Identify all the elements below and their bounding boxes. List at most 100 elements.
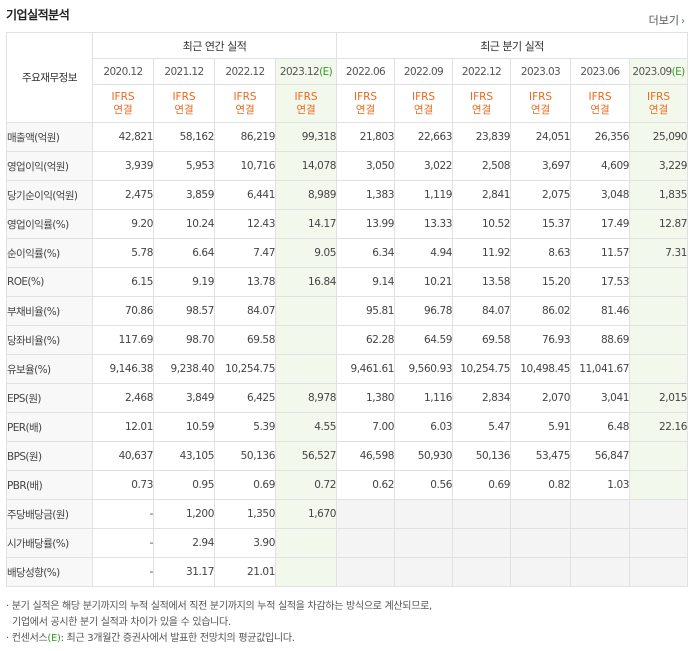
value-cell: 8.63: [510, 238, 572, 268]
ifrs-header: IFRS 연결: [452, 84, 512, 123]
empty-cell: [394, 499, 454, 529]
value-cell: 17.53: [570, 267, 631, 297]
empty-cell: [510, 557, 572, 587]
value-cell: 12.01: [92, 412, 154, 442]
value-cell: 98.57: [153, 296, 215, 326]
row-label: EPS(원): [6, 383, 93, 413]
table-row: 매출액(억원) 42,821 58,162 86,219 99,318 21,803 22,…: [6, 122, 689, 152]
value-cell: 9.05: [274, 238, 338, 268]
value-cell: 56,847: [570, 441, 631, 471]
value-cell: 1,350: [214, 499, 276, 529]
ifrs-header: IFRS 연결: [274, 84, 338, 123]
value-cell: 53,475: [510, 441, 572, 471]
value-cell: 6.64: [153, 238, 215, 268]
empty-cell: [452, 557, 512, 587]
value-cell: 40,637: [92, 441, 154, 471]
value-cell: 2,508: [452, 151, 512, 181]
ifrs-header: IFRS 연결: [336, 84, 396, 123]
value-cell: 3,849: [153, 383, 215, 413]
value-cell: 13.58: [452, 267, 512, 297]
value-cell: 2,468: [92, 383, 154, 413]
value-cell: -: [92, 528, 154, 558]
value-cell: 9.14: [336, 267, 396, 297]
footnotes: · 분기 실적은 해당 분기까지의 누적 실적에서 직전 분기까지의 누적 실적…: [6, 599, 432, 647]
value-cell: 0.69: [452, 470, 512, 500]
value-cell: 99,318: [274, 122, 338, 152]
value-cell: 69.58: [452, 325, 512, 355]
quarter-period-header: 2023.03: [510, 58, 572, 85]
empty-cell: [452, 499, 512, 529]
row-label: 부채비율(%): [6, 296, 93, 326]
value-cell: [629, 354, 689, 384]
value-cell: 22.16: [629, 412, 689, 442]
ifrs-header: IFRS 연결: [153, 84, 215, 123]
quarter-period-header: 2022.12: [452, 58, 512, 85]
value-cell: 10.59: [153, 412, 215, 442]
footnote-1-cont: 기업에서 공시한 분기 실적과 차이가 있을 수 있습니다.: [12, 617, 231, 628]
value-cell: 6.03: [394, 412, 454, 442]
table-row: 당기순이익(억원) 2,475 3,859 6,441 8,989 1,383 1,119 2…: [6, 180, 689, 210]
quarter-group-header: 최근 분기 실적: [336, 32, 689, 59]
row-label: 당기순이익(억원): [6, 180, 93, 210]
value-cell: 10,716: [214, 151, 276, 181]
value-cell: 50,136: [452, 441, 512, 471]
value-cell: 43,105: [153, 441, 215, 471]
row-label: 당좌비율(%): [6, 325, 93, 355]
table-row: 주당배당금(원) -1,200 1,350 1,670: [6, 499, 689, 529]
empty-cell: [394, 528, 454, 558]
value-cell: 10,254.75: [452, 354, 512, 384]
more-link[interactable]: 더보기 ›: [649, 12, 685, 28]
value-cell: 0.56: [394, 470, 454, 500]
value-cell: 6.34: [336, 238, 396, 268]
value-cell: 1,200: [153, 499, 215, 529]
empty-cell: [510, 499, 572, 529]
ifrs-header: IFRS 연결: [394, 84, 454, 123]
value-cell: 76.93: [510, 325, 572, 355]
annual-period-header: 2020.12: [92, 58, 154, 85]
value-cell: 84.07: [214, 296, 276, 326]
footnote-1: · 분기 실적은 해당 분기까지의 누적 실적에서 직전 분기까지의 누적 실적…: [6, 601, 432, 612]
table-row: 배당성향(%) -31.17 21.01: [6, 557, 689, 587]
value-cell: 0.72: [274, 470, 338, 500]
value-cell: 11,041.67: [570, 354, 631, 384]
value-cell: -: [92, 557, 154, 587]
value-cell: 13.99: [336, 209, 396, 239]
value-cell: 5.78: [92, 238, 154, 268]
empty-cell: [629, 499, 689, 529]
value-cell: 9.19: [153, 267, 215, 297]
value-cell: 3,050: [336, 151, 396, 181]
empty-cell: [510, 528, 572, 558]
value-cell: 6.48: [570, 412, 631, 442]
value-cell: [274, 354, 338, 384]
value-cell: 6,441: [214, 180, 276, 210]
value-cell: 58,162: [153, 122, 215, 152]
value-cell: 21.01: [214, 557, 276, 587]
value-cell: 10.24: [153, 209, 215, 239]
value-cell: 1.03: [570, 470, 631, 500]
value-cell: [274, 528, 338, 558]
value-cell: 7.31: [629, 238, 689, 268]
value-cell: 86,219: [214, 122, 276, 152]
value-cell: 5.91: [510, 412, 572, 442]
value-cell: 2,015: [629, 383, 689, 413]
value-cell: 8,989: [274, 180, 338, 210]
value-cell: 23,839: [452, 122, 512, 152]
value-cell: 3,022: [394, 151, 454, 181]
value-cell: 50,930: [394, 441, 454, 471]
value-cell: [629, 267, 689, 297]
empty-cell: [629, 528, 689, 558]
value-cell: 7.47: [214, 238, 276, 268]
annual-group-header: 최근 연간 실적: [91, 32, 338, 59]
section-title: 기업실적분석: [6, 8, 70, 22]
value-cell: -: [92, 499, 154, 529]
quarter-period-header: 2022.06: [336, 58, 396, 85]
value-cell: 88.69: [570, 325, 631, 355]
value-cell: 1,835: [629, 180, 689, 210]
value-cell: 42,821: [92, 122, 154, 152]
footnote-2: · 컨센서스(E): 최근 3개월간 증권사에서 발표한 전망치의 평균값입니다…: [6, 633, 295, 644]
table-row: 순이익률(%) 5.78 6.64 7.47 9.05 6.34 4.94 11.92 8.63…: [6, 238, 689, 268]
value-cell: 56,527: [274, 441, 338, 471]
quarter-period-header: 2022.09: [394, 58, 454, 85]
value-cell: 3,041: [570, 383, 631, 413]
value-cell: 14,078: [274, 151, 338, 181]
